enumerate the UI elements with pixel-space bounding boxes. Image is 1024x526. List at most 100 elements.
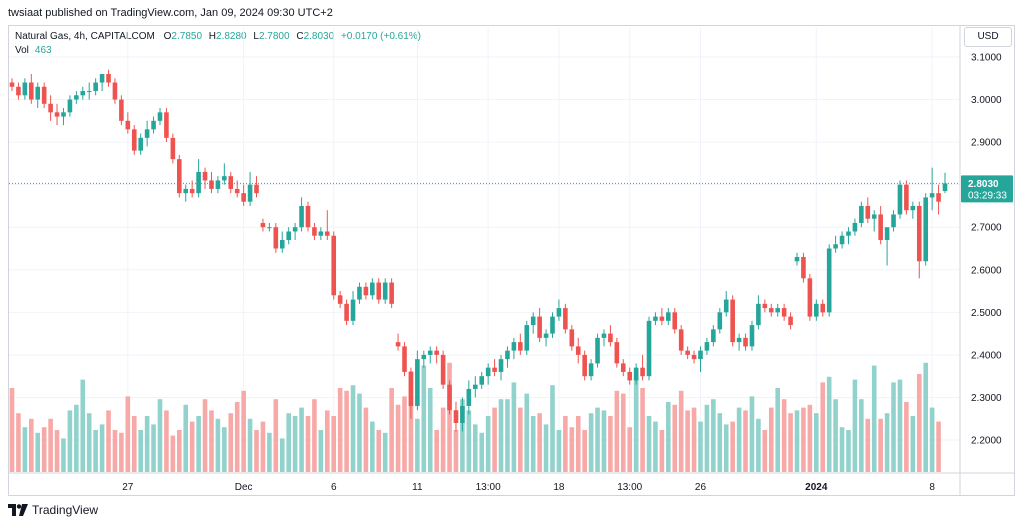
volume-bar (820, 382, 826, 472)
candle-body (723, 299, 729, 313)
candle-body (241, 193, 246, 202)
volume-bar (466, 410, 472, 472)
volume-bar (267, 432, 272, 472)
candle-body (453, 410, 459, 423)
candle-body (131, 129, 137, 151)
volume-bar (80, 379, 86, 472)
volume-bar (324, 410, 330, 472)
volume-bar (871, 365, 877, 472)
volume-bar (41, 427, 47, 472)
volume-bar (743, 410, 748, 472)
currency-button[interactable]: USD (964, 27, 1012, 47)
volume-bar (826, 376, 832, 472)
candle-body (704, 342, 710, 351)
candle-body (106, 74, 111, 83)
candle-body (614, 342, 620, 364)
candle-body (74, 95, 79, 100)
candle-body (202, 171, 208, 181)
candle-body (768, 308, 774, 313)
candle-body (711, 329, 716, 343)
volume-bar (666, 402, 671, 472)
candle-body (595, 337, 600, 364)
volume-bar (74, 404, 79, 472)
volume-bar (273, 399, 279, 472)
candle-body (279, 239, 285, 249)
volume-bar (202, 399, 208, 472)
candle-body (749, 325, 755, 347)
volume-bar (563, 416, 568, 472)
volume-bar (781, 399, 787, 472)
volume-bar (99, 424, 105, 472)
volume-bar (833, 399, 838, 472)
countdown-label: 03:29:33 (968, 190, 1007, 201)
volume-bar (859, 399, 864, 472)
x-tick-label: 13:00 (617, 482, 642, 493)
candle-body (550, 316, 555, 334)
candle-body (382, 282, 388, 300)
y-tick-label: 2.9000 (971, 138, 1002, 149)
candle-body (698, 350, 703, 360)
candle-body (859, 205, 864, 223)
volume-bar (112, 430, 118, 472)
candle-body (357, 286, 362, 300)
candle-body (35, 86, 41, 100)
candle-body (833, 244, 838, 249)
candle-body (897, 184, 903, 215)
candle-body (324, 231, 330, 236)
volume-bar (704, 404, 710, 472)
candle-body (865, 205, 871, 219)
candle-body (556, 308, 562, 317)
legend-c-value: 2.8030 (303, 31, 335, 42)
volume-bar (157, 399, 163, 472)
y-tick-label: 2.6000 (971, 265, 1002, 276)
volume-bar (408, 371, 414, 472)
candle-body (125, 120, 131, 130)
candle-body (608, 333, 613, 343)
candle-body (9, 82, 15, 87)
candle-body (80, 91, 86, 96)
last-price-badge (961, 175, 1013, 203)
candle-body (775, 308, 781, 313)
candle-body (466, 388, 472, 406)
ohlc-legend: Natural Gas, 4h, CAPITALCOM O2.7850 H2.8… (15, 31, 425, 42)
candle-body (196, 171, 201, 194)
volume-bar (421, 365, 427, 472)
volume-bar (749, 396, 755, 472)
legend-vol-label: Vol (15, 45, 29, 56)
volume-bar (363, 407, 369, 472)
volume-bar (131, 416, 137, 472)
candle-body (569, 329, 575, 347)
candle-body (801, 257, 806, 279)
volume-bar (916, 374, 922, 472)
candle-body (839, 235, 845, 245)
volume-bar (93, 430, 98, 472)
candle-body (370, 282, 375, 296)
candle-body (498, 359, 504, 372)
volume-bar (48, 418, 53, 472)
volume-bar (723, 424, 729, 472)
volume-bar (614, 390, 620, 472)
candle-body (575, 346, 581, 355)
candle-body (678, 329, 684, 351)
candle-body (434, 350, 439, 355)
candle-body (627, 371, 633, 381)
candle-body (929, 193, 935, 198)
volume-bar (209, 410, 214, 472)
candle-body (717, 312, 723, 330)
candle-body (736, 337, 742, 343)
tradingview-logo-icon (8, 504, 28, 516)
candle-body (138, 137, 143, 151)
candle-body (395, 342, 401, 347)
legend-vol-value: 463 (34, 45, 52, 56)
candle-body (852, 222, 858, 232)
volume-bar (923, 362, 928, 472)
candle-body (492, 367, 497, 372)
footer-brand: TradingView (8, 503, 98, 517)
volume-bar (717, 413, 723, 472)
candle-body (659, 316, 665, 321)
volume-bar (646, 416, 652, 472)
volume-bar (479, 432, 485, 472)
volume-bar (196, 416, 201, 472)
candle-body (267, 227, 272, 229)
